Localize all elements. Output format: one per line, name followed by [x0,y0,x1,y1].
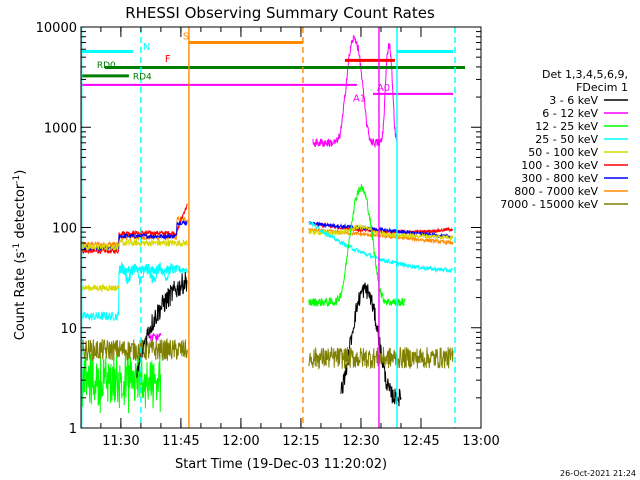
series-3-6-seg2 [340,282,402,407]
legend-entry-label: 300 - 800 keV [521,172,598,185]
y-tick-label: 10000 [36,21,77,36]
legend-header: FDecim 1 [576,81,628,94]
series-50-100-seg1 [81,238,188,252]
series-7000-seg1 [81,337,188,361]
legend-entry-label: 6 - 12 keV [542,107,598,120]
flag-label-rd4: RD4 [133,72,152,82]
series-100-300-seg1 [81,203,188,255]
legend-entry-label: 50 - 100 keV [528,146,598,159]
flag-label-a1: A1 [353,94,366,105]
plot-area [81,35,454,414]
footer-timestamp: 26-Oct-2021 21:24 [560,469,636,478]
x-tick-label: 12:00 [222,434,259,449]
y-tick-label: 100 [52,222,77,237]
series-6-12-seg1 [148,333,162,342]
chart-title: RHESSI Observing Summary Count Rates [125,4,435,22]
flag-label-rd0: RD0 [97,61,116,71]
legend-entry-label: 800 - 7000 keV [514,185,598,198]
x-tick-label: 12:45 [402,434,439,449]
flag-markers: N S F RD0 RD4 A1 A0 [80,27,465,428]
series-300-800-seg2 [308,220,454,241]
series-3-6-seg1 [136,271,188,378]
x-axis-label: Start Time (19-Dec-03 11:20:02) [175,457,387,472]
y-tick-label: 1 [69,422,77,437]
x-tick-label: 11:30 [102,434,139,449]
legend-header: Det 1,3,4,5,6,9, [542,68,628,81]
y-axis-label: Count Rate (s-1 detector-1) [12,170,28,341]
flag-label-f: F [165,54,171,65]
axes: 11:30 11:45 12:00 12:15 12:30 12:45 13:00 1 10 10… [36,21,500,449]
x-tick-label: 12:15 [282,434,319,449]
legend-entry-label: 3 - 6 keV [549,94,598,107]
svg-text:Count Rate (s-1 detector-1): Count Rate (s-1 detector-1) [12,170,28,341]
series-50-100-low [81,283,120,293]
x-tick-label: 11:45 [162,434,199,449]
series-12-25-seg2 [308,184,406,308]
series-25-50-seg2 [308,220,454,274]
flag-label-n: N [143,42,150,53]
x-tick-label: 13:00 [462,434,499,449]
legend-entry-label: 12 - 25 keV [535,120,598,133]
flag-label-s: S [183,32,189,43]
x-tick-label: 12:30 [342,434,379,449]
series-6-12-seg2 [312,35,398,149]
legend-entry-label: 25 - 50 keV [535,133,598,146]
series-25-50-seg1b [118,262,174,286]
series-7000-seg2 [308,345,454,370]
legend-entry-label: 7000 - 15000 keV [500,198,598,211]
y-tick-label: 1000 [44,121,77,136]
series-50-100-seg2 [308,223,454,241]
flag-label-a0: A0 [377,83,390,94]
y-tick-label: 10 [60,322,77,337]
series-12-25-seg1 [81,351,162,414]
legend-entry-label: 100 - 300 keV [521,159,598,172]
